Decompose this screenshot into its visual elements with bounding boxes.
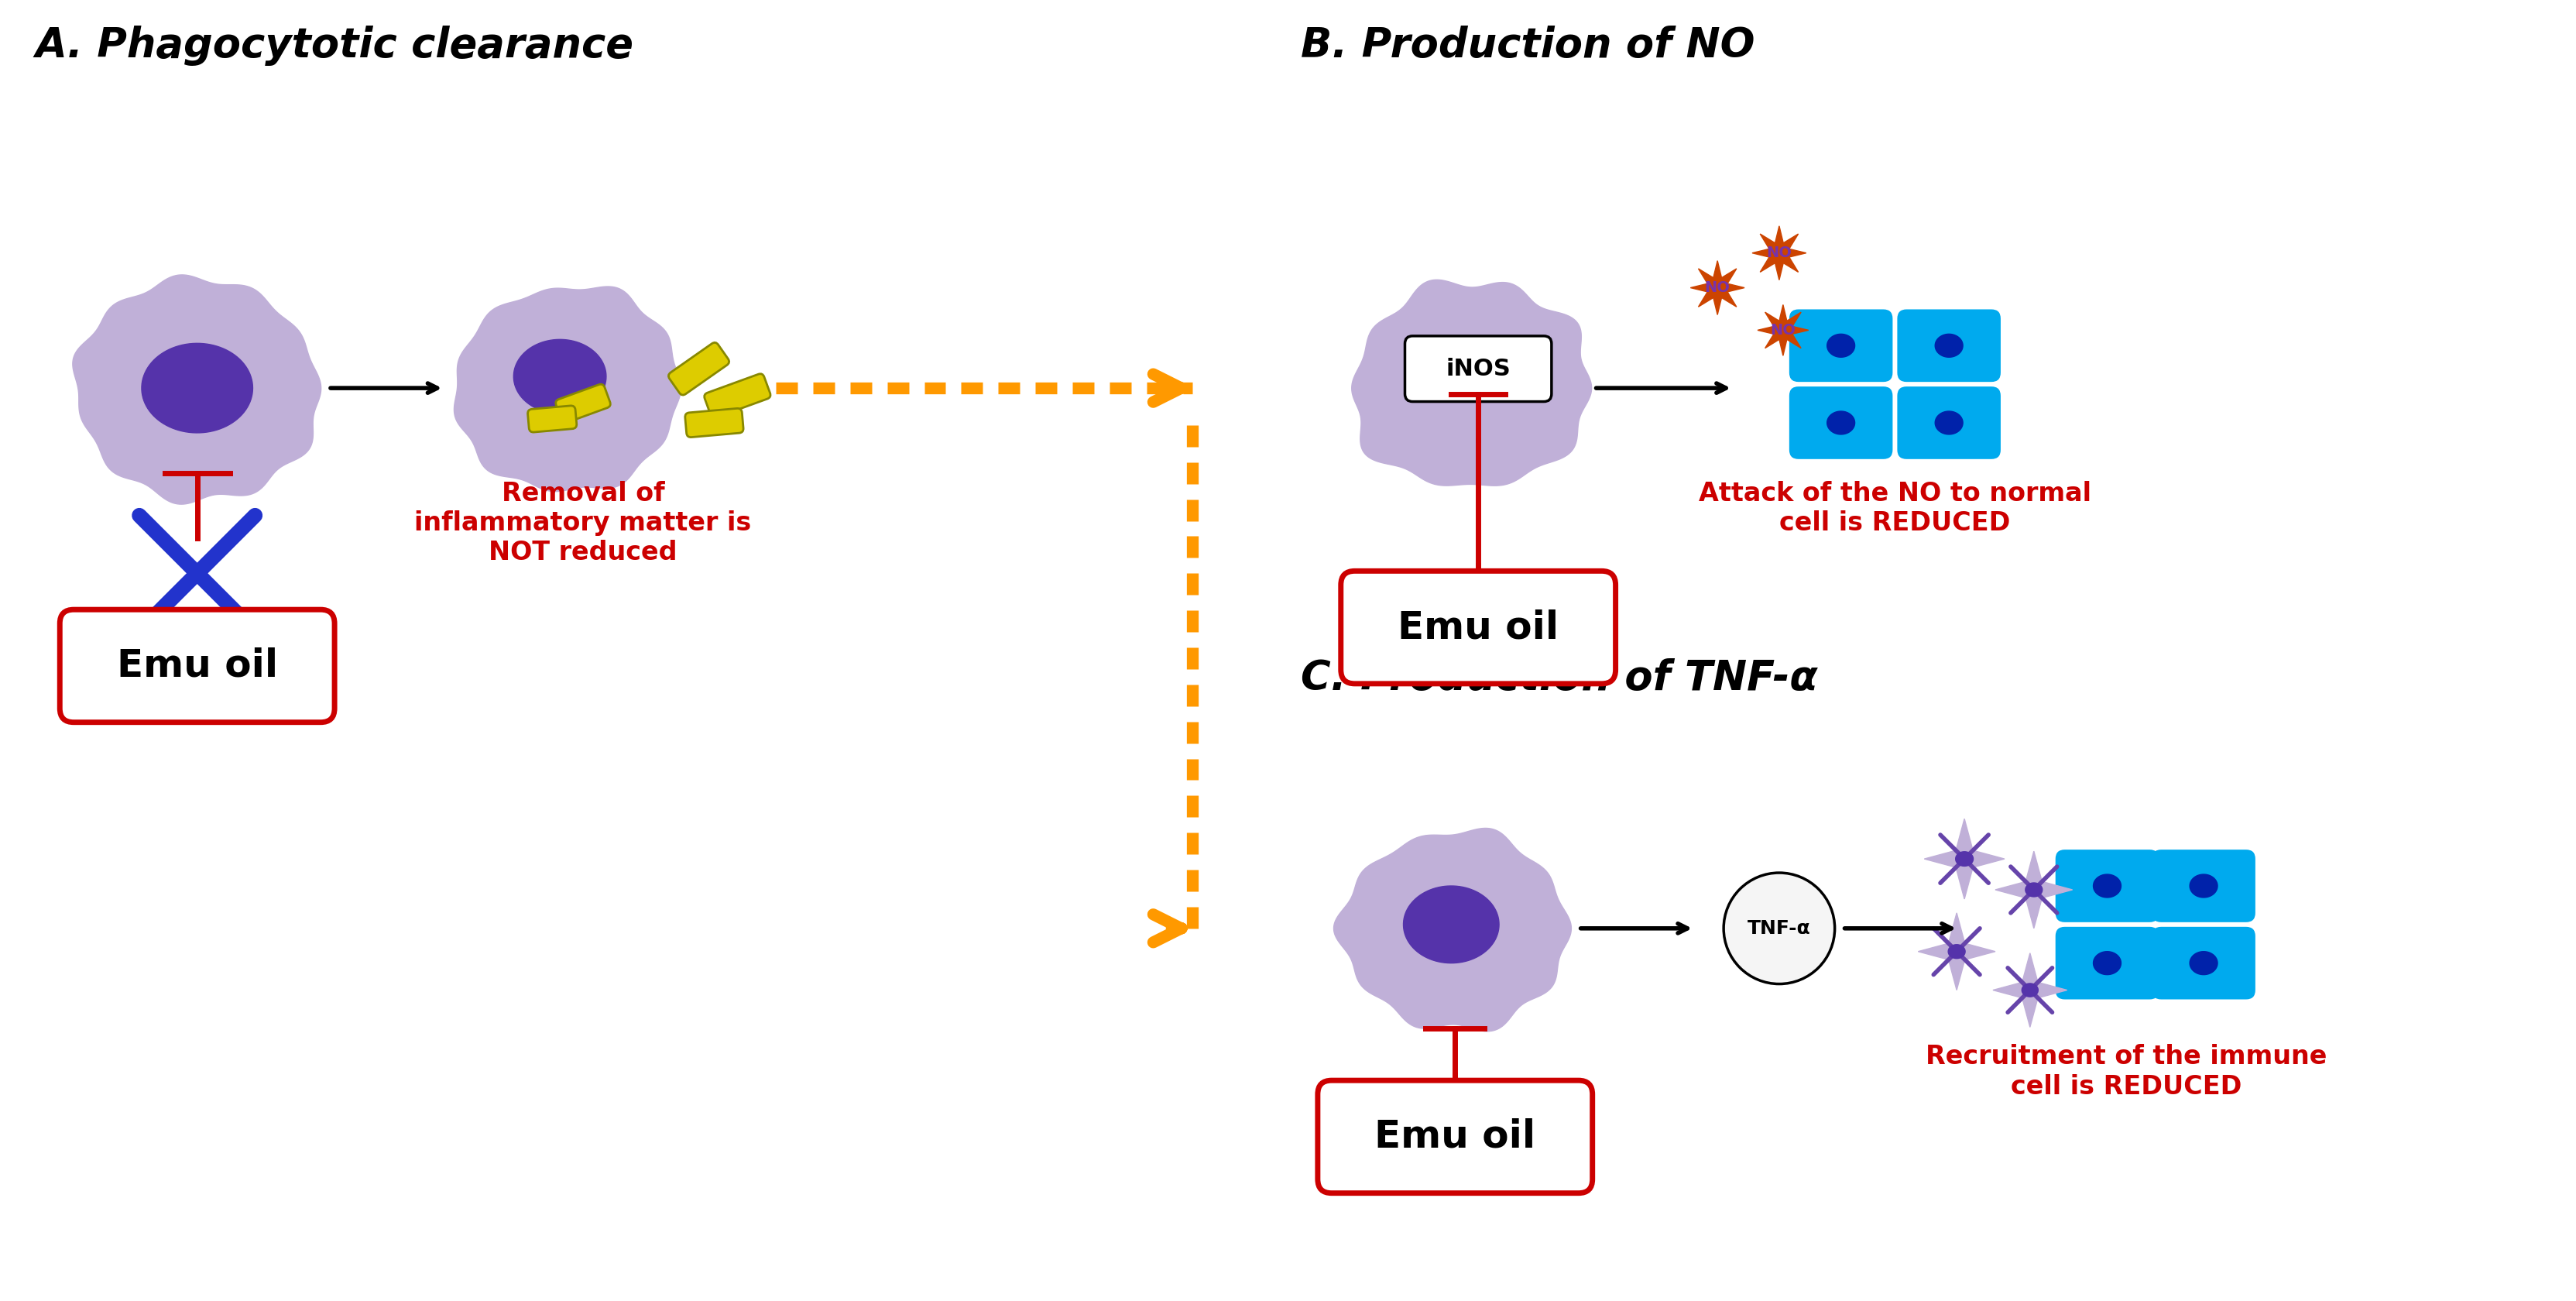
Polygon shape [1757, 304, 1808, 355]
FancyBboxPatch shape [2056, 850, 2159, 922]
FancyBboxPatch shape [703, 373, 770, 418]
Polygon shape [1955, 852, 1973, 866]
FancyBboxPatch shape [556, 384, 611, 423]
Polygon shape [1924, 818, 2004, 899]
Text: NO: NO [1770, 323, 1795, 337]
FancyBboxPatch shape [1899, 310, 2002, 382]
Polygon shape [1826, 411, 1855, 435]
Polygon shape [1935, 334, 1963, 358]
Polygon shape [142, 343, 252, 433]
Polygon shape [453, 286, 680, 492]
Text: A. Phagocytotic clearance: A. Phagocytotic clearance [36, 25, 634, 65]
Polygon shape [1334, 829, 1571, 1032]
FancyBboxPatch shape [1790, 310, 1893, 382]
FancyBboxPatch shape [2151, 926, 2257, 999]
FancyBboxPatch shape [670, 342, 729, 396]
Text: Attack of the NO to normal
cell is REDUCED: Attack of the NO to normal cell is REDUC… [1698, 480, 2092, 536]
Text: TNF-α: TNF-α [1747, 919, 1811, 938]
Polygon shape [1919, 913, 1996, 990]
Polygon shape [1935, 411, 1963, 435]
Text: Removal of
inflammatory matter is
NOT reduced: Removal of inflammatory matter is NOT re… [415, 480, 752, 566]
Text: B. Production of NO: B. Production of NO [1301, 25, 1754, 65]
Polygon shape [1752, 226, 1806, 280]
FancyBboxPatch shape [2151, 850, 2257, 922]
Polygon shape [1994, 954, 2066, 1028]
Polygon shape [513, 340, 605, 414]
FancyBboxPatch shape [1342, 571, 1615, 684]
Text: Emu oil: Emu oil [1376, 1118, 1535, 1155]
FancyBboxPatch shape [1404, 336, 1551, 402]
Polygon shape [1996, 851, 2074, 929]
Polygon shape [1690, 260, 1744, 315]
FancyBboxPatch shape [2056, 926, 2159, 999]
Polygon shape [1826, 334, 1855, 358]
Polygon shape [2094, 951, 2120, 974]
Polygon shape [2190, 951, 2218, 974]
Polygon shape [1947, 945, 1965, 959]
Text: Emu oil: Emu oil [116, 648, 278, 684]
Polygon shape [2022, 984, 2038, 997]
Polygon shape [2094, 874, 2120, 898]
Polygon shape [2025, 883, 2043, 896]
FancyBboxPatch shape [1790, 386, 1893, 459]
Text: iNOS: iNOS [1445, 358, 1510, 380]
Text: Emu oil: Emu oil [1399, 609, 1558, 645]
Text: NO: NO [1705, 281, 1731, 295]
FancyBboxPatch shape [685, 409, 744, 437]
Circle shape [1723, 873, 1834, 984]
Polygon shape [2190, 874, 2218, 898]
Polygon shape [1352, 280, 1592, 485]
FancyBboxPatch shape [1899, 386, 2002, 459]
Text: Recruitment of the immune
cell is REDUCED: Recruitment of the immune cell is REDUCE… [1927, 1045, 2326, 1099]
Text: C. Production of TNF-α: C. Production of TNF-α [1301, 658, 1819, 699]
FancyBboxPatch shape [528, 406, 577, 432]
Polygon shape [1404, 886, 1499, 963]
FancyBboxPatch shape [59, 610, 335, 722]
Polygon shape [72, 275, 322, 505]
Text: NO: NO [1767, 246, 1793, 260]
FancyBboxPatch shape [1319, 1080, 1592, 1193]
